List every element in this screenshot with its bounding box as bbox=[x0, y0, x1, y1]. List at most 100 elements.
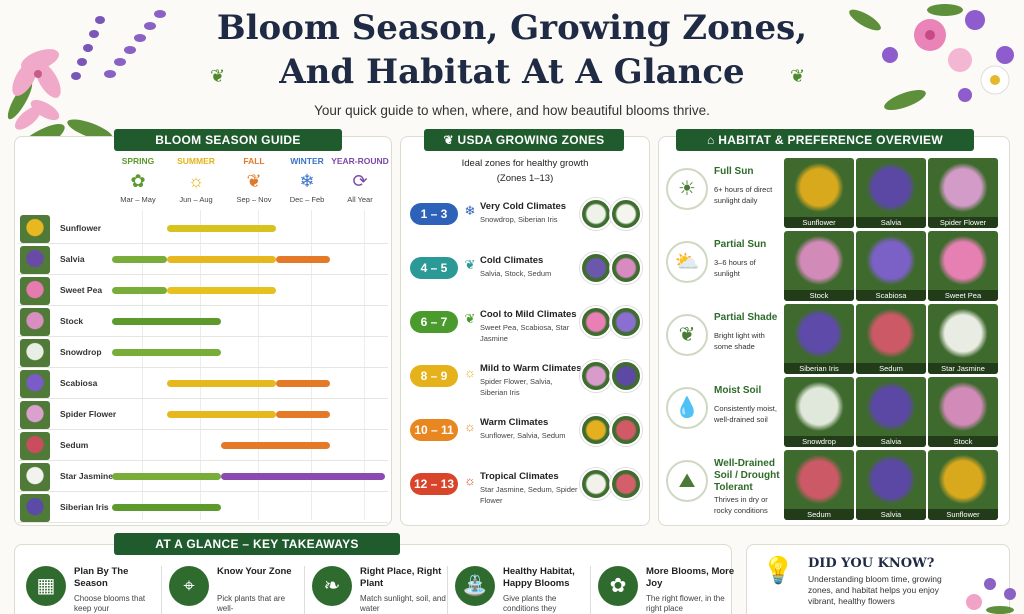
zone-title: Mild to Warm Climates bbox=[480, 363, 582, 374]
flower-thumbnail bbox=[20, 463, 50, 491]
habitat-flower-photo: Spider Flower bbox=[928, 158, 998, 228]
zone-title: Warm Climates bbox=[480, 417, 549, 428]
habitat-title: Partial Sun bbox=[714, 239, 767, 250]
bloom-bar bbox=[166, 380, 276, 387]
photo-caption: Sweet Pea bbox=[928, 290, 998, 301]
takeaway-divider bbox=[304, 566, 305, 614]
photo-caption: Snowdrop bbox=[784, 436, 854, 447]
habitat-row: ☀ Full Sun 6+ hours of direct sunlight dai… bbox=[664, 158, 1004, 232]
photo-caption: Stock bbox=[784, 290, 854, 301]
bloom-bar bbox=[112, 473, 222, 480]
season-range: Dec – Feb bbox=[289, 195, 325, 204]
season-gridline bbox=[200, 210, 201, 520]
zone-row: 8 – 9 ☼ Mild to Warm Climates Spider Flower… bbox=[406, 359, 646, 409]
zone-range-badge: 4 – 5 bbox=[410, 257, 458, 279]
zone-flower-photo bbox=[610, 306, 642, 338]
season-gridline bbox=[364, 210, 365, 520]
takeaway-title: Plan By The Season bbox=[74, 566, 129, 589]
zone-range-badge: 8 – 9 bbox=[410, 365, 458, 387]
flower-thumbnail bbox=[20, 277, 50, 305]
sun-icon: ☼ bbox=[187, 171, 205, 191]
habitat-flower-photo: Scabiosa bbox=[856, 231, 926, 301]
zone-climate-icon: ☼ bbox=[464, 365, 476, 380]
leaf-icon: ❦ bbox=[246, 171, 262, 191]
takeaway-divider bbox=[590, 566, 591, 614]
flower-thumbnail bbox=[20, 432, 50, 460]
zone-description: Sunflower, Salvia, Sedum bbox=[480, 431, 566, 440]
photo-caption: Stock bbox=[928, 436, 998, 447]
flower-thumbnail bbox=[20, 494, 50, 522]
zone-title: Cool to Mild Climates bbox=[480, 309, 577, 320]
zone-range-badge: 10 – 11 bbox=[410, 419, 458, 441]
habitat-flower-photo: Stock bbox=[784, 231, 854, 301]
habitat-description: Bright light with some shade bbox=[714, 331, 765, 351]
drought-soil-icon: ⛰ bbox=[666, 460, 708, 502]
takeaway-description: Pick plants that are well- bbox=[217, 594, 286, 613]
takeaway-description: Choose blooms that keep your bbox=[74, 594, 146, 613]
bloom-bar bbox=[221, 442, 331, 449]
did-you-know-panel bbox=[746, 544, 1010, 614]
season-gridline bbox=[142, 210, 143, 520]
photo-caption: Salvia bbox=[856, 509, 926, 520]
zone-flower-photo bbox=[580, 306, 612, 338]
bloom-bar bbox=[112, 349, 222, 356]
zone-flower-photo bbox=[580, 360, 612, 392]
zone-climate-icon: ❦ bbox=[464, 311, 476, 326]
photo-caption: Scabiosa bbox=[856, 290, 926, 301]
flower-name: Sweet Pea bbox=[60, 285, 103, 295]
zone-climate-icon: ❦ bbox=[464, 257, 476, 272]
top-right-floral-decoration bbox=[849, 4, 1014, 110]
growing-zones-heading: ❦ USDA GROWING ZONES bbox=[424, 129, 624, 151]
bloom-bar bbox=[112, 287, 167, 294]
season-range: Jun – Aug bbox=[179, 195, 213, 204]
flower-thumbnail bbox=[20, 246, 50, 274]
photo-caption: Sedum bbox=[856, 363, 926, 374]
zone-description: Snowdrop, Siberian Iris bbox=[480, 215, 558, 224]
photo-caption: Salvia bbox=[856, 436, 926, 447]
title-line-1: Bloom Season, Growing Zones, bbox=[216, 8, 808, 48]
habitat-title: Full Sun bbox=[714, 166, 754, 177]
bottom-right-floral-decoration bbox=[966, 578, 1016, 614]
location-pin-icon: ⌖ bbox=[169, 566, 209, 606]
zone-climate-icon: ❄ bbox=[464, 203, 476, 218]
habitat-title: Moist Soil bbox=[714, 385, 762, 396]
habitat-flower-photo: Snowdrop bbox=[784, 377, 854, 447]
takeaway-description: Match sunlight, soil, and water bbox=[360, 594, 446, 613]
zone-description: Salvia, Stock, Sedum bbox=[480, 269, 552, 278]
bloom-row: Stock bbox=[18, 307, 388, 337]
zone-flower-photo bbox=[610, 414, 642, 446]
season-column-4: YEAR-ROUND ⟳ All Year bbox=[330, 156, 390, 204]
bloom-season-heading: BLOOM SEASON GUIDE bbox=[114, 129, 342, 151]
leaf-icon: ❦ bbox=[443, 133, 458, 147]
flower-thumbnail bbox=[20, 215, 50, 243]
zone-row: 10 – 11 ☼ Warm Climates Sunflower, Salvia, … bbox=[406, 413, 646, 463]
zone-row: 4 – 5 ❦ Cold Climates Salvia, Stock, Sedum bbox=[406, 251, 646, 301]
bloom-bar bbox=[275, 380, 331, 387]
zone-climate-icon: ☼ bbox=[464, 473, 476, 488]
bloom-bar bbox=[112, 504, 222, 511]
season-name: SPRING bbox=[121, 156, 155, 166]
zone-description: Spider Flower, Salvia, Siberian Iris bbox=[480, 377, 553, 397]
habitat-flower-photo: Salvia bbox=[856, 158, 926, 228]
season-gridline bbox=[311, 210, 312, 520]
zone-range-badge: 1 – 3 bbox=[410, 203, 458, 225]
cycle-icon: ⟳ bbox=[352, 171, 368, 191]
bloom-bar bbox=[275, 411, 331, 418]
zone-range-badge: 12 – 13 bbox=[410, 473, 458, 495]
zone-title: Cold Climates bbox=[480, 255, 544, 266]
flower-icon: ✿ bbox=[130, 171, 146, 191]
bloom-bar bbox=[221, 473, 385, 480]
flower-thumbnail bbox=[20, 401, 50, 429]
growing-zones-heading-text: USDA GROWING ZONES bbox=[457, 133, 605, 147]
takeaway-description: The right flower, in the right place bbox=[646, 594, 725, 613]
blossom-icon: ✿ bbox=[598, 566, 638, 606]
did-you-know-heading: DID YOU KNOW? bbox=[808, 556, 935, 571]
bloom-row: Sunflower bbox=[18, 214, 388, 244]
bloom-row: Scabiosa bbox=[18, 369, 388, 399]
zone-flower-photo bbox=[580, 198, 612, 230]
takeaway-item: ❧ Right Place, Right Plant Match sunlight,… bbox=[312, 566, 452, 614]
habitat-row: ⛅ Partial Sun 3–6 hours of sunlight Stock Sc… bbox=[664, 231, 1004, 305]
bloom-bar bbox=[166, 225, 276, 232]
bloom-bar bbox=[166, 411, 276, 418]
habitat-row: 💧 Moist Soil Consistently moist, well-drai… bbox=[664, 377, 1004, 451]
